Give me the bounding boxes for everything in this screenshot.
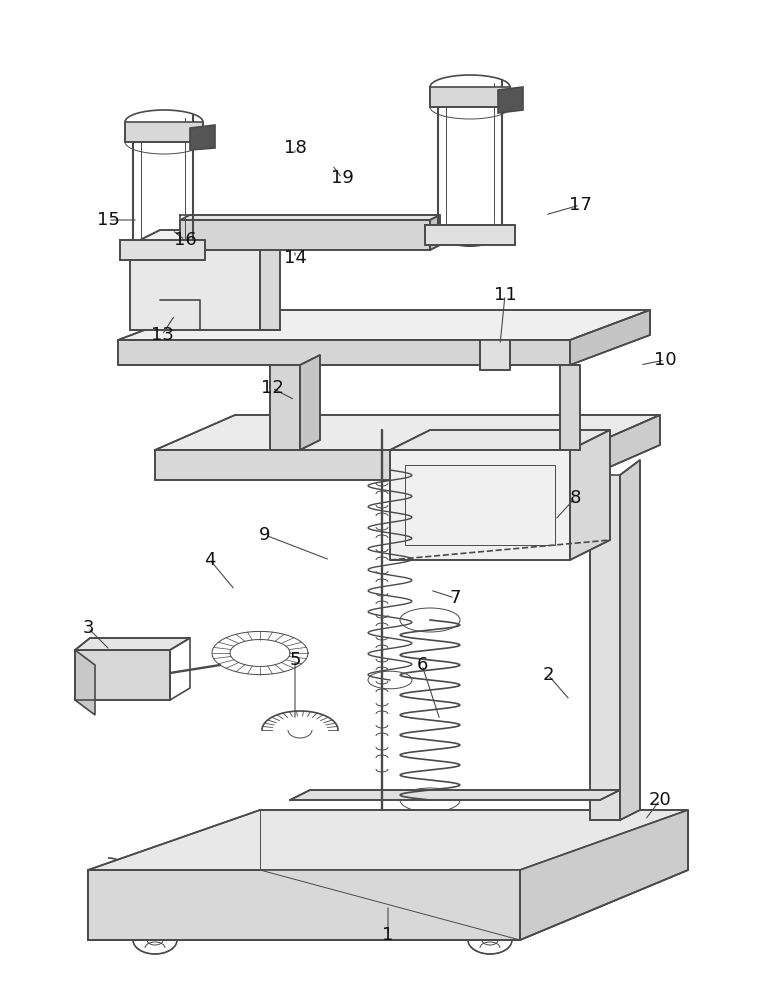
Polygon shape: [570, 310, 650, 365]
Polygon shape: [390, 450, 570, 560]
Polygon shape: [118, 340, 570, 365]
Polygon shape: [75, 638, 190, 650]
Polygon shape: [75, 650, 170, 700]
Text: 3: 3: [82, 619, 94, 637]
Text: 7: 7: [449, 589, 461, 607]
Text: 15: 15: [96, 211, 120, 229]
Polygon shape: [155, 450, 580, 480]
Polygon shape: [580, 415, 660, 480]
Polygon shape: [425, 225, 515, 245]
Polygon shape: [130, 230, 280, 245]
Polygon shape: [260, 230, 280, 330]
Polygon shape: [560, 365, 580, 450]
Polygon shape: [190, 125, 215, 150]
Polygon shape: [570, 430, 610, 560]
Text: 14: 14: [283, 249, 307, 267]
Polygon shape: [130, 245, 260, 330]
Polygon shape: [480, 340, 510, 370]
Text: 19: 19: [331, 169, 353, 187]
Text: 6: 6: [416, 656, 428, 674]
Text: 17: 17: [569, 196, 591, 214]
Polygon shape: [75, 650, 95, 715]
Text: 10: 10: [653, 351, 677, 369]
Text: 13: 13: [151, 326, 174, 344]
Text: 8: 8: [570, 489, 580, 507]
Text: 5: 5: [289, 651, 301, 669]
Text: 9: 9: [259, 526, 271, 544]
Polygon shape: [290, 790, 620, 800]
Polygon shape: [155, 415, 660, 450]
Polygon shape: [180, 215, 440, 220]
Text: 11: 11: [494, 286, 516, 304]
Polygon shape: [520, 810, 688, 940]
Polygon shape: [88, 870, 520, 940]
Text: 1: 1: [383, 926, 393, 944]
Polygon shape: [180, 220, 430, 250]
Polygon shape: [590, 475, 620, 820]
Polygon shape: [88, 810, 688, 870]
Polygon shape: [430, 87, 510, 107]
Polygon shape: [120, 240, 205, 260]
Text: 20: 20: [649, 791, 671, 809]
Text: 18: 18: [283, 139, 307, 157]
Polygon shape: [125, 122, 203, 142]
Text: 16: 16: [174, 231, 196, 249]
Polygon shape: [270, 365, 300, 450]
Text: 2: 2: [542, 666, 554, 684]
Polygon shape: [118, 310, 650, 340]
Polygon shape: [620, 460, 640, 820]
Polygon shape: [88, 810, 688, 940]
Polygon shape: [300, 355, 320, 450]
Polygon shape: [430, 215, 440, 250]
Polygon shape: [498, 87, 523, 113]
Polygon shape: [390, 430, 610, 450]
Text: 12: 12: [261, 379, 283, 397]
Text: 4: 4: [204, 551, 216, 569]
